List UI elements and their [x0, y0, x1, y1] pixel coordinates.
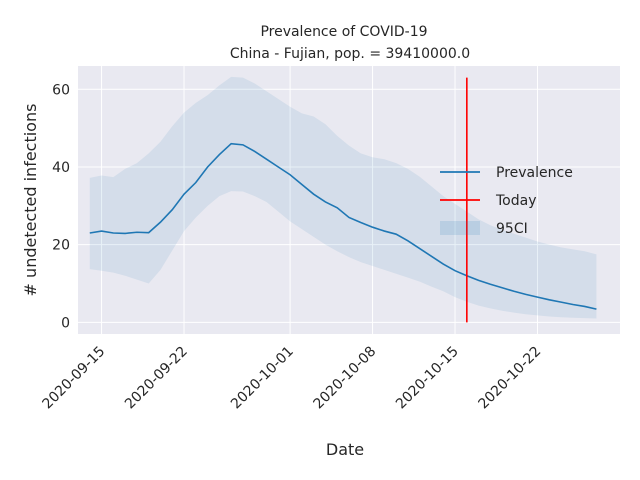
- legend-swatch-95ci: [440, 221, 480, 235]
- x-tick-label: 2020-09-22: [122, 344, 191, 413]
- x-tick-label: 2020-10-08: [311, 344, 380, 413]
- legend-label: Prevalence: [496, 165, 573, 181]
- legend-label: 95CI: [496, 221, 528, 237]
- x-tick-label: 2020-10-15: [393, 344, 462, 413]
- legend: Prevalence Today 95CI: [440, 165, 573, 237]
- chart-title: Prevalence of COVID-19: [260, 24, 427, 40]
- y-tick-label: 40: [52, 160, 70, 176]
- y-tick-labels: 0 20 40 60: [52, 82, 70, 331]
- x-tick-label: 2020-10-01: [228, 344, 297, 413]
- plot-area: [78, 66, 620, 334]
- ci-band: [89, 76, 597, 319]
- y-tick-label: 20: [52, 238, 70, 254]
- ci-band-area: [89, 76, 597, 319]
- y-tick-label: 60: [52, 82, 70, 98]
- y-tick-label: 0: [61, 315, 70, 331]
- x-tick-label: 2020-10-22: [475, 344, 544, 413]
- x-tick-label: 2020-09-15: [40, 344, 109, 413]
- y-axis-label: # undetected infections: [21, 104, 40, 297]
- chart-subtitle: China - Fujian, pop. = 39410000.0: [230, 46, 470, 62]
- legend-label: Today: [495, 193, 537, 209]
- x-axis-label: Date: [326, 440, 364, 459]
- prevalence-line: [89, 142, 597, 310]
- grid-lines: [78, 66, 620, 334]
- x-tick-labels: 2020-09-15 2020-09-22 2020-10-01 2020-10-08…: [40, 344, 545, 413]
